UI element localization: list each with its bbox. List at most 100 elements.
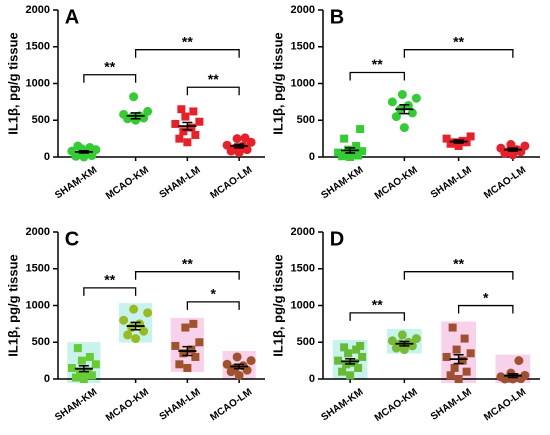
significance-bracket xyxy=(349,71,406,81)
significance-bracket xyxy=(457,304,514,314)
data-point xyxy=(181,323,190,332)
significance-label: ** xyxy=(182,33,193,49)
data-point xyxy=(191,130,200,139)
x-tick-label: SHAM-LM xyxy=(158,165,203,201)
x-tick-label: MCAO-KM xyxy=(373,165,420,202)
significance-label: * xyxy=(211,286,217,302)
y-axis-label: IL1β, pg/g tissue xyxy=(5,254,20,357)
data-point xyxy=(73,141,83,151)
data-point xyxy=(222,359,232,369)
significance-label: ** xyxy=(104,58,115,74)
data-point xyxy=(75,369,84,378)
data-point xyxy=(240,133,250,143)
y-tick-label: 1500 xyxy=(291,263,315,275)
x-tick-label: MCAO-LM xyxy=(208,165,254,202)
y-tick-label: 0 xyxy=(44,373,50,385)
significance-label: ** xyxy=(372,297,383,313)
x-tick-label: SHAM-LM xyxy=(158,387,203,423)
data-point xyxy=(73,344,82,353)
data-point xyxy=(356,125,365,134)
data-point xyxy=(397,330,407,340)
y-tick-label: 1000 xyxy=(26,77,50,89)
data-point xyxy=(183,138,192,147)
panel-label: D xyxy=(330,228,344,250)
data-point xyxy=(135,319,145,329)
data-point xyxy=(91,360,100,369)
data-point xyxy=(177,105,186,114)
significance-bracket xyxy=(186,86,240,96)
data-point xyxy=(340,343,349,352)
data-point xyxy=(85,352,94,361)
data-point xyxy=(191,352,200,361)
x-tick-label: MCAO-KM xyxy=(104,387,151,424)
data-point xyxy=(67,363,76,372)
significance-bracket xyxy=(349,312,406,321)
data-point xyxy=(234,370,244,380)
data-point xyxy=(450,363,459,372)
data-point xyxy=(179,349,188,358)
data-point xyxy=(354,363,363,372)
data-point xyxy=(334,356,343,365)
significance-label: ** xyxy=(453,33,464,49)
data-point xyxy=(181,112,190,121)
data-point xyxy=(352,141,361,150)
data-point xyxy=(338,367,347,376)
data-point xyxy=(346,371,355,380)
y-axis-label: IL1β, pg/g tissue xyxy=(5,32,20,135)
data-point xyxy=(460,334,469,343)
y-axis-label: IL1β, pg/g tissue xyxy=(270,32,285,135)
y-tick-label: 2000 xyxy=(291,226,315,238)
significance-bracket xyxy=(403,271,514,280)
significance-label: ** xyxy=(104,272,115,288)
significance-label: * xyxy=(483,289,489,305)
data-point xyxy=(139,326,149,336)
data-point xyxy=(131,334,141,344)
data-point xyxy=(187,123,196,132)
data-point xyxy=(143,106,153,116)
x-tick-label: MCAO-LM xyxy=(482,165,528,202)
data-point xyxy=(448,323,457,332)
data-point xyxy=(452,345,461,354)
data-point xyxy=(179,127,188,136)
data-point xyxy=(127,323,137,333)
data-point xyxy=(246,356,256,366)
x-tick-label: MCAO-LM xyxy=(482,387,528,424)
x-tick-label: MCAO-KM xyxy=(104,165,151,202)
data-point xyxy=(391,112,401,122)
x-tick-label: SHAM-KM xyxy=(319,165,365,202)
y-tick-label: 500 xyxy=(297,336,315,348)
data-point xyxy=(175,360,184,369)
data-point xyxy=(119,109,129,119)
data-point xyxy=(442,352,451,361)
y-tick-label: 500 xyxy=(32,336,50,348)
data-point xyxy=(520,141,530,151)
y-tick-label: 0 xyxy=(44,151,50,163)
data-point xyxy=(356,341,365,350)
significance-bracket xyxy=(186,301,240,310)
significance-bracket xyxy=(134,49,240,58)
significance-bracket xyxy=(403,49,514,58)
significance-label: ** xyxy=(208,71,219,87)
y-tick-label: 1500 xyxy=(26,41,50,53)
data-point xyxy=(466,349,475,358)
y-tick-label: 1500 xyxy=(291,41,315,53)
data-point xyxy=(387,97,397,107)
data-point xyxy=(466,132,475,141)
data-point xyxy=(358,352,367,361)
y-tick-label: 0 xyxy=(309,151,315,163)
data-point xyxy=(334,148,343,157)
data-point xyxy=(129,304,139,314)
data-point xyxy=(85,142,95,152)
y-tick-label: 1000 xyxy=(291,77,315,89)
data-point xyxy=(171,341,180,350)
panel-label: B xyxy=(330,6,344,28)
data-point xyxy=(358,147,367,156)
data-point xyxy=(411,93,421,103)
data-point xyxy=(77,356,86,365)
data-point xyxy=(143,308,153,318)
data-point xyxy=(232,134,242,144)
x-tick-label: MCAO-LM xyxy=(208,387,254,424)
significance-bracket xyxy=(134,271,240,280)
data-point xyxy=(340,134,349,143)
panel-label: A xyxy=(65,6,79,28)
